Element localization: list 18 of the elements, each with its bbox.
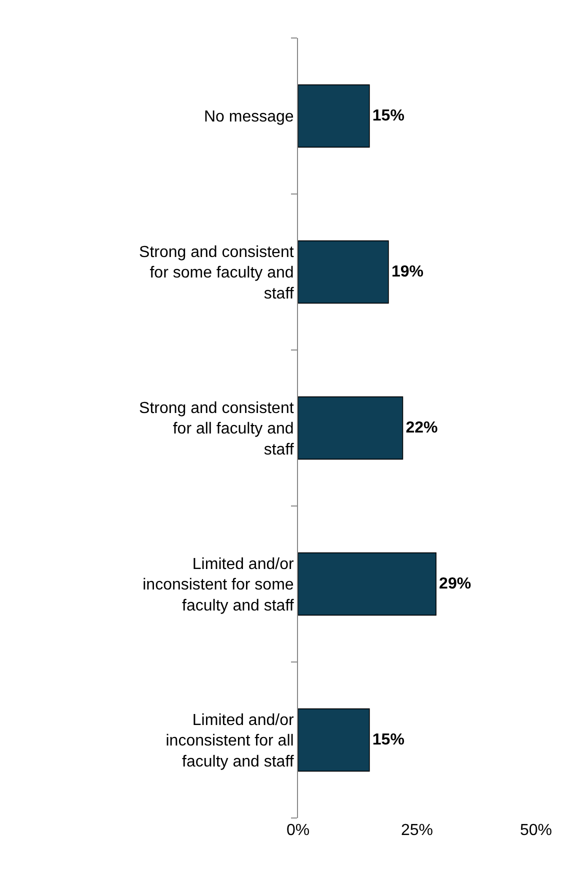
bar [298,708,370,772]
bar [298,84,370,148]
data-label: 29% [439,576,472,592]
data-label: 15% [372,732,404,748]
bar [298,552,436,616]
y-tick-label: Strong and consistent for some faculty and staff [139,244,294,302]
x-tick-label: 25% [400,822,434,839]
x-tick-label: 50% [520,822,552,839]
y-tick-label: Limited and/or inconsistent for some faculty and staff [142,556,294,614]
data-label: 22% [406,420,438,436]
x-tick-label: 0% [286,822,310,839]
y-tick-label: No message [204,108,294,126]
bar [298,396,404,460]
bar [298,240,389,304]
y-tick-label: Strong and consistent for all faculty and staff [139,400,294,458]
y-tick-label: Limited and/or inconsistent for all faculty and staff [166,712,294,770]
data-label: 15% [372,108,404,124]
data-label: 19% [391,264,424,280]
